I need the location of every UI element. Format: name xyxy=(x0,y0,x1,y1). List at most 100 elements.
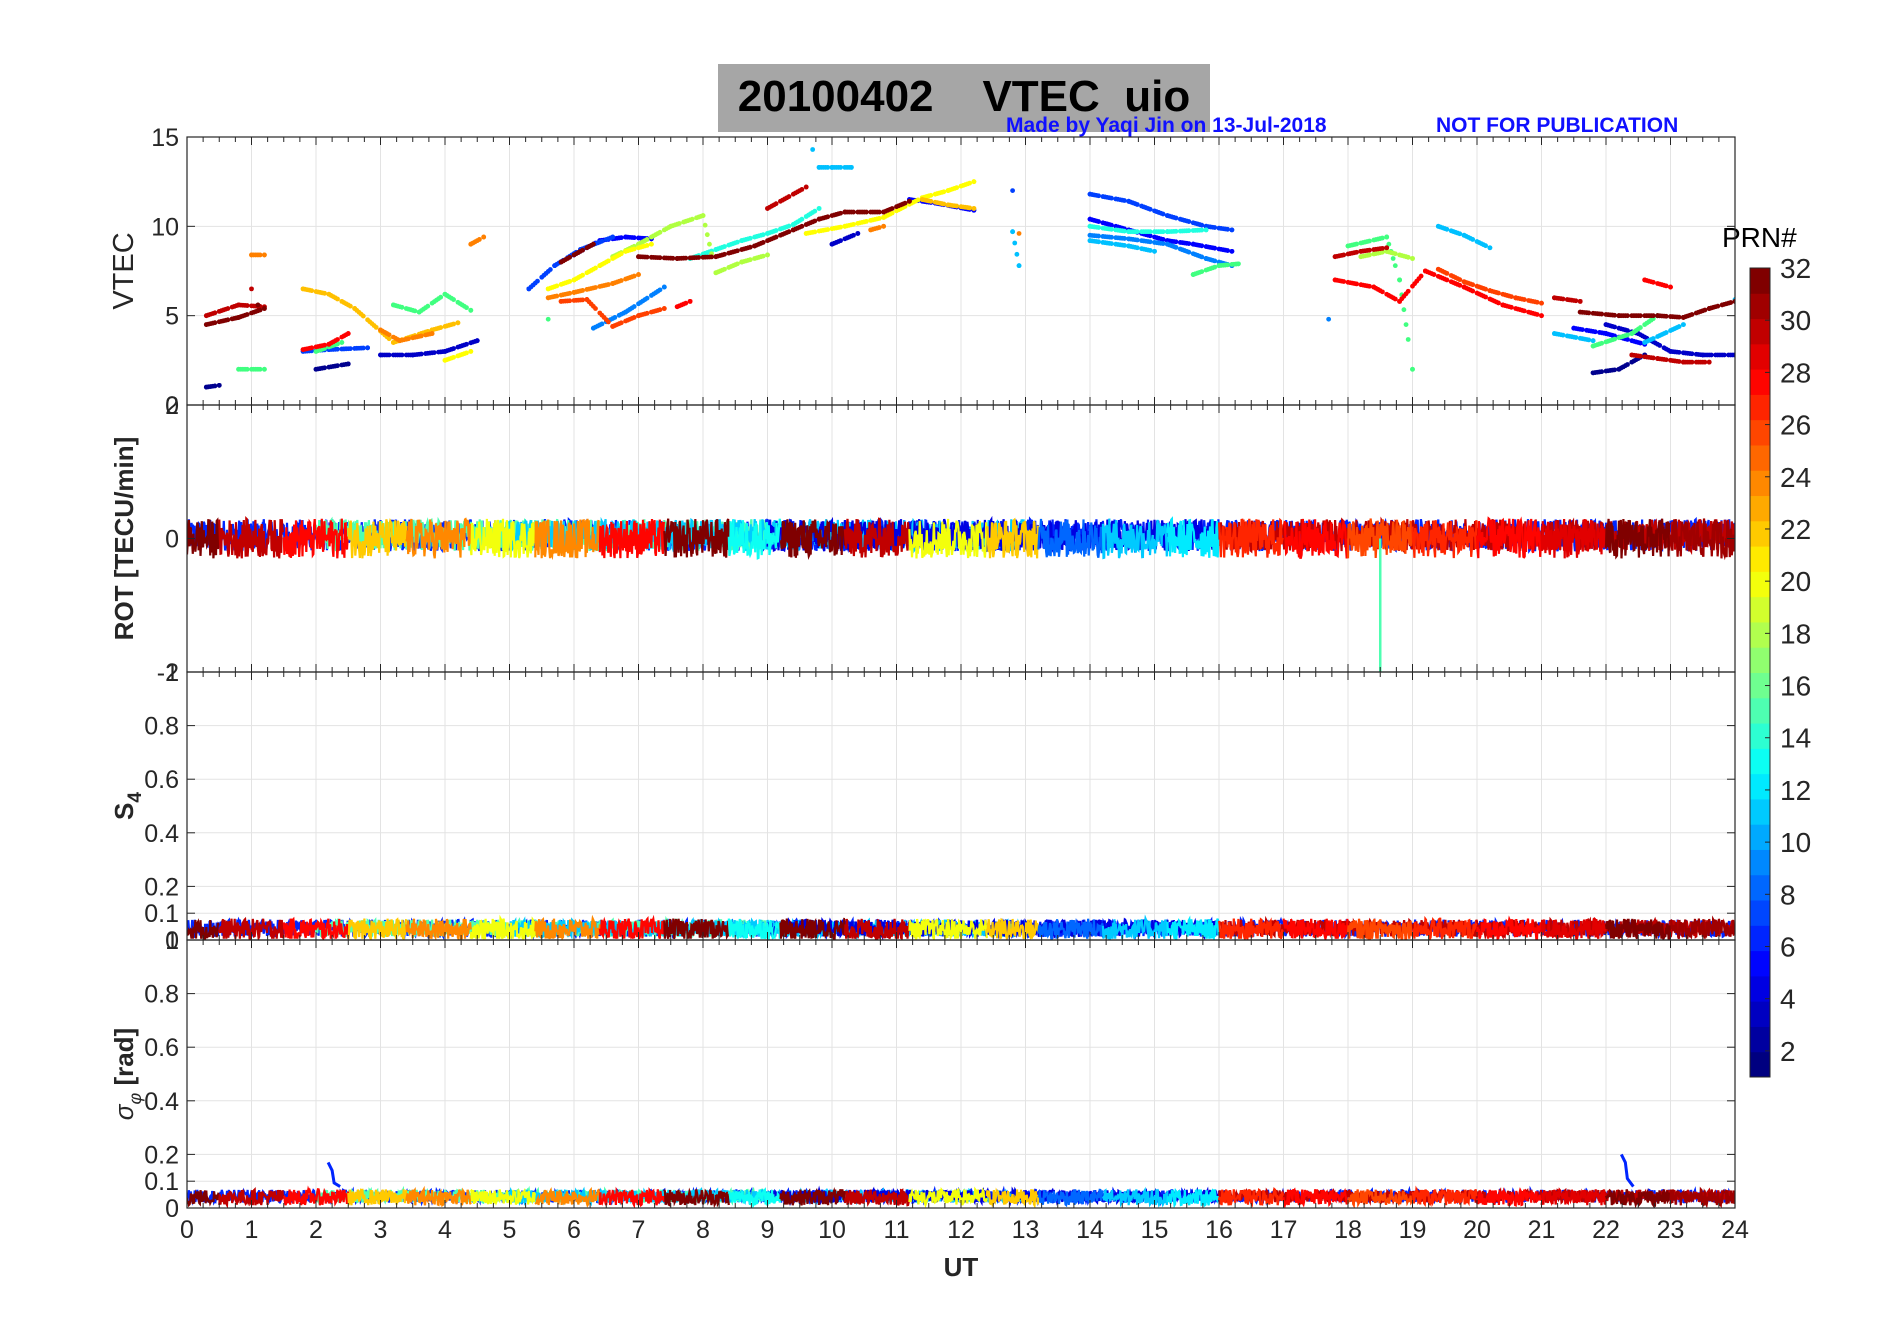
data-point-prn-15 xyxy=(257,366,263,372)
data-point-prn-28 xyxy=(1380,289,1385,295)
data-point-prn-32 xyxy=(657,255,663,261)
trace-prn-22 xyxy=(985,517,1040,559)
y-tick-label: 0.1 xyxy=(144,1168,179,1196)
data-point-prn-24 xyxy=(868,227,874,233)
colorbar-tick-label: 20 xyxy=(1780,566,1811,597)
ylabel-subscript: 4 xyxy=(125,792,146,803)
data-point-prn-32 xyxy=(747,244,753,250)
data-point-prn-32 xyxy=(1625,313,1630,319)
data-point-prn-2 xyxy=(1625,328,1630,333)
data-point-prn-32 xyxy=(902,200,908,206)
data-point-prn-8 xyxy=(661,284,667,290)
data-point-prn-30 xyxy=(236,302,242,308)
data-point-prn-24 xyxy=(262,252,267,258)
data-point-prn-24 xyxy=(618,278,624,283)
y-tick-label: 0.8 xyxy=(144,981,179,1009)
data-point-prn-24 xyxy=(554,293,560,299)
colorbar-tick-label: 28 xyxy=(1780,357,1811,388)
chart-title: 20100402 VTEC uio xyxy=(718,72,1210,132)
data-point-prn-28 xyxy=(1431,272,1437,277)
data-point-prn-18 xyxy=(676,221,682,226)
data-point-prn-11 xyxy=(1010,229,1015,235)
data-point-prn-4 xyxy=(1225,248,1230,253)
ylabel-subscript: φ xyxy=(125,1093,145,1105)
data-point-prn-1 xyxy=(216,382,222,388)
data-point-prn-22 xyxy=(322,290,327,296)
data-point-prn-32 xyxy=(799,223,805,229)
data-point-prn-11 xyxy=(1134,245,1140,251)
colorbar-segment xyxy=(1750,849,1770,876)
data-point-prn-28 xyxy=(1423,268,1428,274)
data-point-prn-15 xyxy=(313,349,319,354)
trace-prn-11 xyxy=(1101,518,1169,560)
data-point-prn-32 xyxy=(674,256,680,261)
data-point-prn-26 xyxy=(636,313,641,319)
data-point-prn-8 xyxy=(644,295,650,301)
trace-prn-26 xyxy=(1346,518,1413,559)
data-point-prn-32 xyxy=(907,198,912,204)
data-point-prn-24 xyxy=(418,333,424,339)
data-point-prn-18 xyxy=(689,216,695,222)
colorbar-segment xyxy=(1750,343,1770,370)
data-point-prn-28 xyxy=(1509,304,1514,310)
trace-prn-28 xyxy=(598,914,666,940)
trace-prn-20 xyxy=(469,914,537,940)
data-point-prn-8 xyxy=(1186,249,1192,255)
x-tick-label: 14 xyxy=(1076,1216,1104,1244)
data-point-prn-15 xyxy=(339,340,345,345)
data-point-prn-32 xyxy=(1599,311,1605,317)
data-point-prn-28 xyxy=(1418,273,1424,279)
data-point-prn-20 xyxy=(864,218,869,224)
data-point-prn-30 xyxy=(1702,359,1708,365)
data-point-prn-15 xyxy=(451,297,456,302)
data-point-prn-18 xyxy=(1384,248,1390,254)
data-point-prn-11 xyxy=(1552,331,1557,336)
data-point-prn-26 xyxy=(1444,270,1450,276)
data-point-prn-1 xyxy=(335,363,340,369)
data-point-prn-26 xyxy=(1534,299,1540,305)
data-point-prn-24 xyxy=(397,338,403,344)
data-point-prn-15 xyxy=(1225,262,1230,268)
data-point-prn-1 xyxy=(1616,366,1622,372)
data-point-prn-6 xyxy=(1087,191,1093,197)
y-axis-label: ROT [TECU/min] xyxy=(109,437,139,641)
data-point-prn-15 xyxy=(1612,336,1617,342)
data-point-prn-26 xyxy=(610,323,616,329)
trace-prn-22 xyxy=(347,517,408,559)
data-point-prn-18 xyxy=(1405,254,1411,260)
data-point-prn-22 xyxy=(971,206,977,211)
y-tick-label: 0.6 xyxy=(144,766,179,794)
data-point-prn-15 xyxy=(1599,340,1605,346)
x-tick-label: 11 xyxy=(884,1216,910,1244)
data-point-prn-8 xyxy=(1134,237,1140,243)
x-tick-label: 13 xyxy=(1012,1216,1040,1244)
y-tick-label: 0.2 xyxy=(144,1141,179,1169)
colorbar-segment xyxy=(1750,621,1770,648)
trace-prn-29 xyxy=(1540,1187,1607,1207)
ylabel-symbol: S xyxy=(109,803,139,820)
data-point-prn-13 xyxy=(1096,225,1101,230)
data-point-prn-15 xyxy=(1403,322,1409,327)
data-point-prn-2 xyxy=(1657,343,1663,348)
data-point-prn-30 xyxy=(1706,359,1712,365)
data-point-prn-11 xyxy=(810,147,816,152)
data-point-prn-11 xyxy=(1444,226,1450,232)
trace-prn-32 xyxy=(1604,518,1671,560)
y-tick-label: 1 xyxy=(165,927,179,955)
colorbar-segment xyxy=(1750,470,1770,497)
colorbar-segment xyxy=(1750,647,1770,673)
data-point-prn-2 xyxy=(1708,352,1714,358)
data-point-prn-15 xyxy=(1354,241,1359,247)
x-tick-label: 18 xyxy=(1334,1216,1362,1244)
data-point-prn-32 xyxy=(1616,313,1622,319)
data-point-prn-24 xyxy=(636,272,641,277)
data-point-prn-18 xyxy=(1367,252,1372,258)
data-point-prn-6 xyxy=(599,238,605,244)
trace-prn-28 xyxy=(1282,918,1349,940)
colorbar-tick-label: 16 xyxy=(1780,671,1811,702)
data-point-prn-26 xyxy=(593,306,598,311)
colorbar-segment xyxy=(1750,318,1770,345)
colorbar-segment xyxy=(1750,874,1770,901)
data-point-prn-15 xyxy=(236,366,242,372)
data-point-prn-13 xyxy=(790,222,796,227)
